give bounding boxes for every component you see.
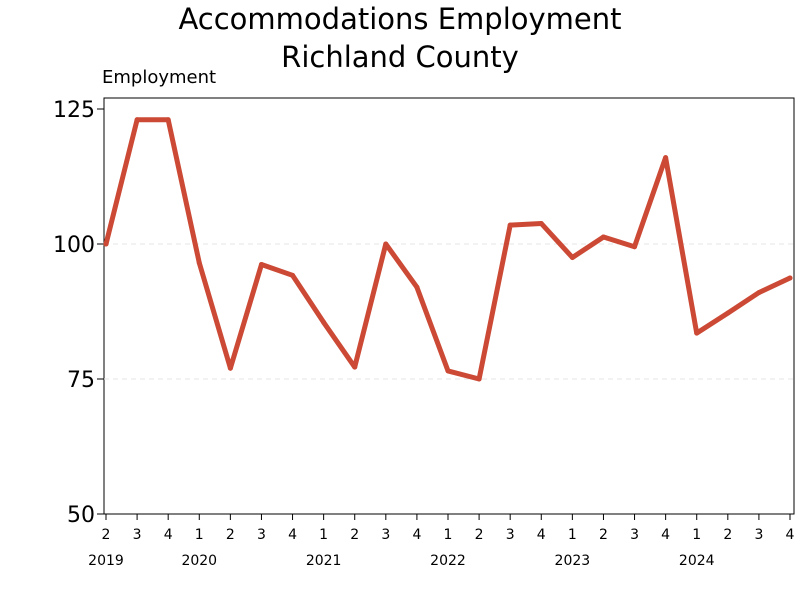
x-tick-label: 2 — [226, 527, 235, 543]
x-tick-label: 3 — [506, 527, 515, 543]
plot-frame — [103, 97, 795, 515]
x-year-label: 2022 — [430, 553, 466, 569]
x-tick-label: 1 — [444, 527, 453, 543]
x-tick-label: 2 — [102, 527, 111, 543]
data-point — [538, 220, 544, 226]
x-tick-label: 4 — [537, 527, 546, 543]
x-tick-label: 3 — [133, 527, 142, 543]
data-point — [787, 275, 793, 281]
series-line — [103, 117, 793, 382]
data-point — [569, 255, 575, 260]
data-point — [196, 260, 202, 266]
y-tick-label: 125 — [53, 98, 95, 123]
x-tick-label: 1 — [195, 527, 204, 543]
x-tick-label: 2 — [350, 527, 359, 543]
x-tick-label: 4 — [288, 527, 297, 543]
y-tick-label: 100 — [53, 233, 95, 258]
x-year-label: 2021 — [306, 553, 342, 569]
data-point — [165, 117, 171, 123]
x-tick-label: 4 — [786, 527, 795, 543]
x-tick-label: 4 — [661, 527, 670, 543]
data-point — [445, 368, 451, 374]
x-year-label: 2023 — [555, 553, 591, 569]
data-point — [414, 284, 420, 290]
data-point — [134, 117, 140, 123]
x-tick-label: 2 — [723, 527, 732, 543]
x-tick-label: 1 — [692, 527, 701, 543]
data-point — [103, 241, 109, 247]
chart-title-line-2: Richland County — [281, 40, 519, 74]
data-point — [663, 155, 669, 161]
chart-title-line-1: Accommodations Employment — [178, 2, 622, 36]
data-point — [600, 234, 606, 240]
data-point — [694, 330, 700, 336]
data-point — [258, 262, 264, 268]
x-tick-label: 4 — [164, 527, 173, 543]
x-tick-label: 3 — [257, 527, 266, 543]
data-point — [756, 290, 762, 296]
x-tick-label: 4 — [412, 527, 421, 543]
data-point — [632, 244, 638, 250]
x-tick-label: 2 — [475, 527, 484, 543]
data-point — [227, 365, 233, 371]
x-tick-label: 3 — [381, 527, 390, 543]
x-year-label: 2019 — [88, 553, 124, 569]
data-point — [321, 319, 327, 325]
x-tick-label: 3 — [754, 527, 763, 543]
x-year-label: 2020 — [181, 553, 217, 569]
x-tick-label: 1 — [568, 527, 577, 543]
data-point — [383, 241, 389, 247]
x-tick-label: 2 — [599, 527, 608, 543]
x-year-label: 2024 — [679, 553, 715, 569]
x-tick-label: 3 — [630, 527, 639, 543]
y-tick-label: 75 — [67, 368, 95, 393]
data-point — [507, 222, 513, 228]
data-point — [476, 376, 482, 382]
y-axis-label: Employment — [102, 67, 217, 88]
data-point — [352, 364, 358, 370]
data-point — [290, 272, 296, 278]
y-tick-label: 50 — [67, 503, 95, 528]
data-point — [725, 310, 731, 316]
x-tick-label: 1 — [319, 527, 328, 543]
